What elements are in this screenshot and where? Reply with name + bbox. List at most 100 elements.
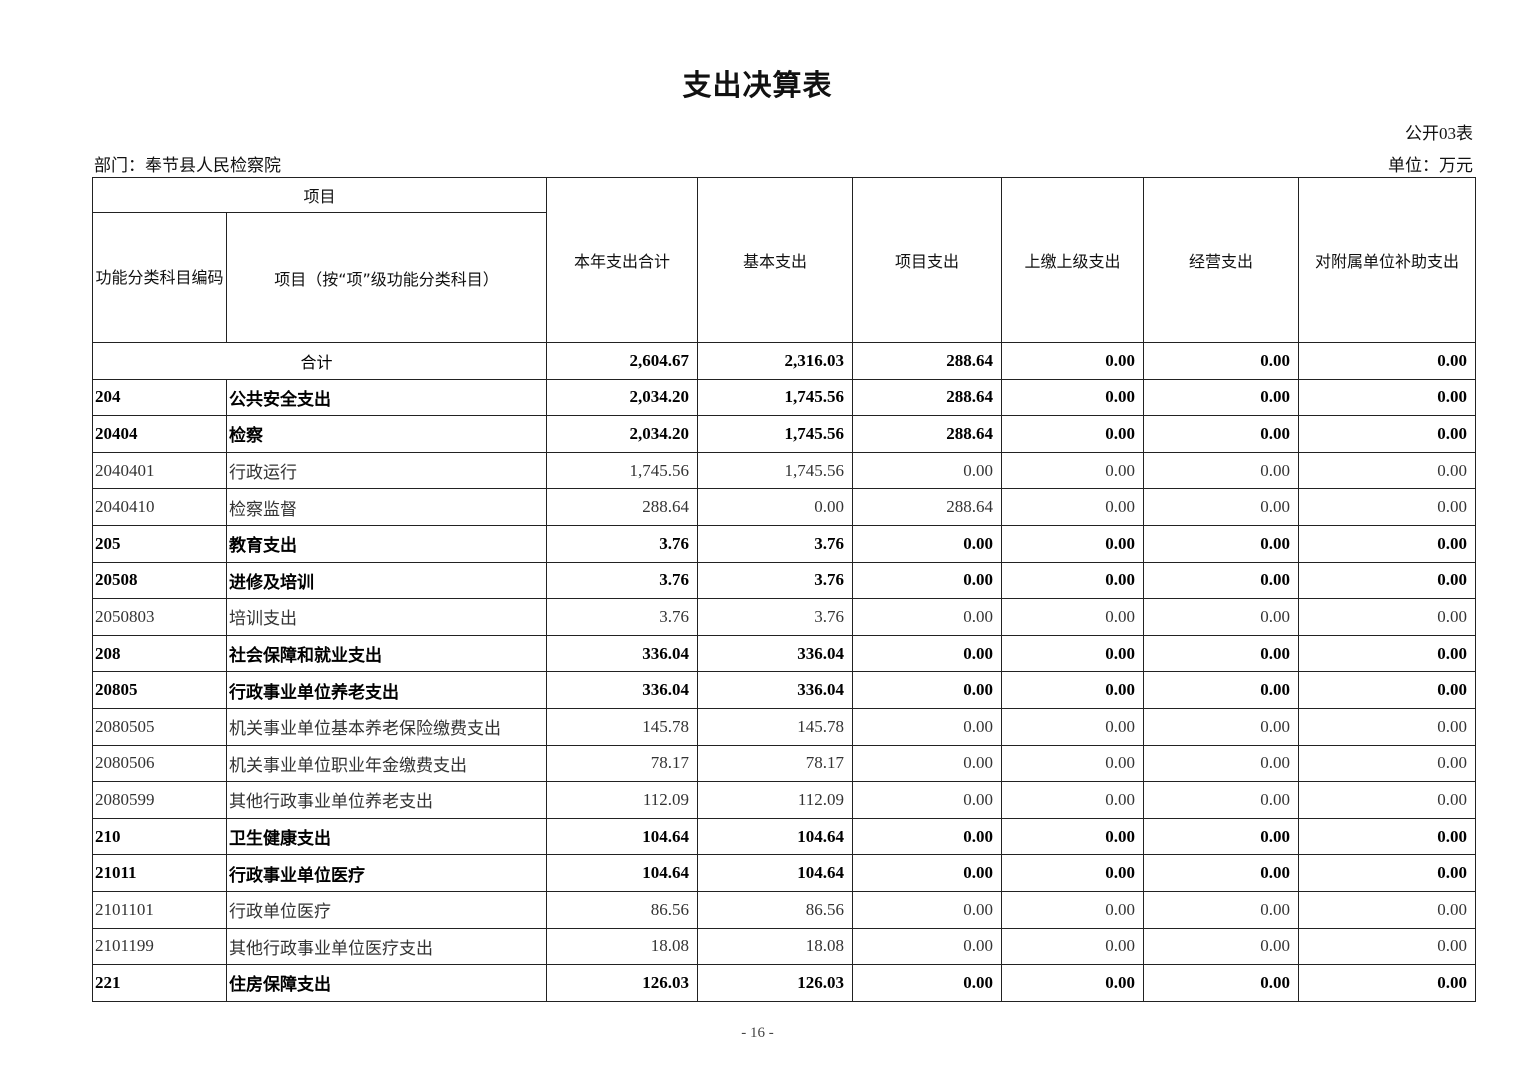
row-name: 进修及培训 xyxy=(226,561,547,600)
row-value: 0.00 xyxy=(1298,854,1476,892)
row-value: 0.00 xyxy=(852,451,1002,490)
row-value: 0.00 xyxy=(1001,561,1144,600)
table-row: 20805 行政事业单位养老支出 336.04 336.04 0.00 0.00 0.00 0… xyxy=(92,671,1476,709)
row-value: 0.00 xyxy=(697,488,853,526)
header-col: 本年支出合计 xyxy=(546,177,698,343)
table-row: 2040410 检察监督 288.64 0.00 288.64 0.00 0.00 0.00 xyxy=(92,488,1476,526)
row-value: 0.00 xyxy=(1001,415,1144,453)
row-code: 20508 xyxy=(92,561,227,600)
row-value: 1,745.56 xyxy=(546,451,698,490)
row-value: 3.76 xyxy=(697,561,853,600)
row-name: 检察 xyxy=(226,415,547,453)
row-value: 0.00 xyxy=(1143,488,1299,526)
header-row: 项目 本年支出合计 基本支出 项目支出 上缴上级支出 经营支出 对附属单位补助支… xyxy=(92,177,1476,343)
row-value: 0.00 xyxy=(1143,707,1299,746)
row-code: 221 xyxy=(92,964,227,1002)
row-value: 0.00 xyxy=(1001,634,1144,673)
row-value: 0.00 xyxy=(1298,671,1476,709)
row-value: 0.00 xyxy=(1143,781,1299,819)
row-value: 0.00 xyxy=(1143,524,1299,563)
table-row: 2101101 行政单位医疗 86.56 86.56 0.00 0.00 0.00 0.00 xyxy=(92,890,1476,929)
row-value: 0.00 xyxy=(1143,415,1299,453)
header-row: 功能分类科目编码 项目（按“项”级功能分类科目） xyxy=(92,212,1476,343)
row-value: 0.00 xyxy=(1001,890,1144,929)
row-code: 2080599 xyxy=(92,781,227,819)
row-value: 0.00 xyxy=(1143,634,1299,673)
header-item-group: 项目 xyxy=(92,177,547,213)
row-value: 0.00 xyxy=(1298,598,1476,636)
row-value: 0.00 xyxy=(1143,598,1299,636)
header-code: 功能分类科目编码 xyxy=(92,212,227,343)
row-name: 机关事业单位职业年金缴费支出 xyxy=(226,744,547,783)
table-row: 2080505 机关事业单位基本养老保险缴费支出 145.78 145.78 0.00 0… xyxy=(92,707,1476,746)
row-value: 126.03 xyxy=(546,964,698,1002)
row-value: 0.00 xyxy=(1001,598,1144,636)
row-value: 2,034.20 xyxy=(546,378,698,417)
row-value: 0.00 xyxy=(1298,561,1476,600)
row-code: 2080505 xyxy=(92,707,227,746)
total-value: 0.00 xyxy=(1298,342,1476,380)
row-value: 3.76 xyxy=(546,524,698,563)
row-value: 0.00 xyxy=(1298,378,1476,417)
row-value: 78.17 xyxy=(546,744,698,783)
row-name: 卫生健康支出 xyxy=(226,817,547,856)
row-value: 112.09 xyxy=(546,781,698,819)
row-value: 0.00 xyxy=(852,524,1002,563)
row-value: 0.00 xyxy=(1001,488,1144,526)
row-value: 0.00 xyxy=(1298,488,1476,526)
row-value: 1,745.56 xyxy=(697,451,853,490)
row-value: 336.04 xyxy=(697,671,853,709)
row-value: 0.00 xyxy=(1298,890,1476,929)
row-value: 0.00 xyxy=(1001,707,1144,746)
table-row: 210 卫生健康支出 104.64 104.64 0.00 0.00 0.00 0.00 xyxy=(92,817,1476,856)
table-row: 208 社会保障和就业支出 336.04 336.04 0.00 0.00 0.00 0.00 xyxy=(92,634,1476,673)
row-code: 208 xyxy=(92,634,227,673)
table-row: 2101199 其他行政事业单位医疗支出 18.08 18.08 0.00 0.00 0.0… xyxy=(92,927,1476,966)
row-value: 104.64 xyxy=(697,817,853,856)
row-value: 0.00 xyxy=(852,781,1002,819)
row-value: 0.00 xyxy=(1001,524,1144,563)
row-value: 0.00 xyxy=(1143,927,1299,966)
row-value: 0.00 xyxy=(852,671,1002,709)
table-row: 2080599 其他行政事业单位养老支出 112.09 112.09 0.00 0.00 0… xyxy=(92,781,1476,819)
total-value: 2,316.03 xyxy=(697,342,853,380)
page-number: - 16 - xyxy=(741,1025,774,1041)
total-value: 2,604.67 xyxy=(546,342,698,380)
row-value: 1,745.56 xyxy=(697,378,853,417)
row-code: 2101101 xyxy=(92,890,227,929)
row-value: 288.64 xyxy=(852,378,1002,417)
row-code: 2080506 xyxy=(92,744,227,783)
row-value: 0.00 xyxy=(852,927,1002,966)
row-value: 0.00 xyxy=(1001,927,1144,966)
row-value: 0.00 xyxy=(852,817,1002,856)
row-value: 0.00 xyxy=(1001,854,1144,892)
row-value: 0.00 xyxy=(1143,671,1299,709)
table-row: 204 公共安全支出 2,034.20 1,745.56 288.64 0.00 0.00 0… xyxy=(92,378,1476,417)
row-value: 18.08 xyxy=(697,927,853,966)
row-name: 行政运行 xyxy=(226,451,547,490)
row-value: 0.00 xyxy=(852,854,1002,892)
row-value: 3.76 xyxy=(546,561,698,600)
row-code: 2040401 xyxy=(92,451,227,490)
row-value: 104.64 xyxy=(546,817,698,856)
row-value: 0.00 xyxy=(1298,451,1476,490)
row-value: 126.03 xyxy=(697,964,853,1002)
row-code: 20805 xyxy=(92,671,227,709)
total-row: 合计 2,604.67 2,316.03 288.64 0.00 0.00 0.… xyxy=(92,342,1476,380)
row-name: 住房保障支出 xyxy=(226,964,547,1002)
row-value: 0.00 xyxy=(1143,561,1299,600)
row-value: 0.00 xyxy=(1001,817,1144,856)
row-name: 检察监督 xyxy=(226,488,547,526)
row-value: 104.64 xyxy=(546,854,698,892)
header-col: 经营支出 xyxy=(1143,177,1299,343)
table-row: 21011 行政事业单位医疗 104.64 104.64 0.00 0.00 0.00 0.0… xyxy=(92,854,1476,892)
table-number: 公开03表 xyxy=(1405,124,1473,143)
expenditure-table: 项目 本年支出合计 基本支出 项目支出 上缴上级支出 经营支出 对附属单位补助支… xyxy=(92,177,1476,1002)
row-value: 3.76 xyxy=(546,598,698,636)
row-value: 0.00 xyxy=(1298,817,1476,856)
row-value: 145.78 xyxy=(697,707,853,746)
row-value: 0.00 xyxy=(1001,671,1144,709)
row-code: 2101199 xyxy=(92,927,227,966)
row-value: 0.00 xyxy=(1143,451,1299,490)
